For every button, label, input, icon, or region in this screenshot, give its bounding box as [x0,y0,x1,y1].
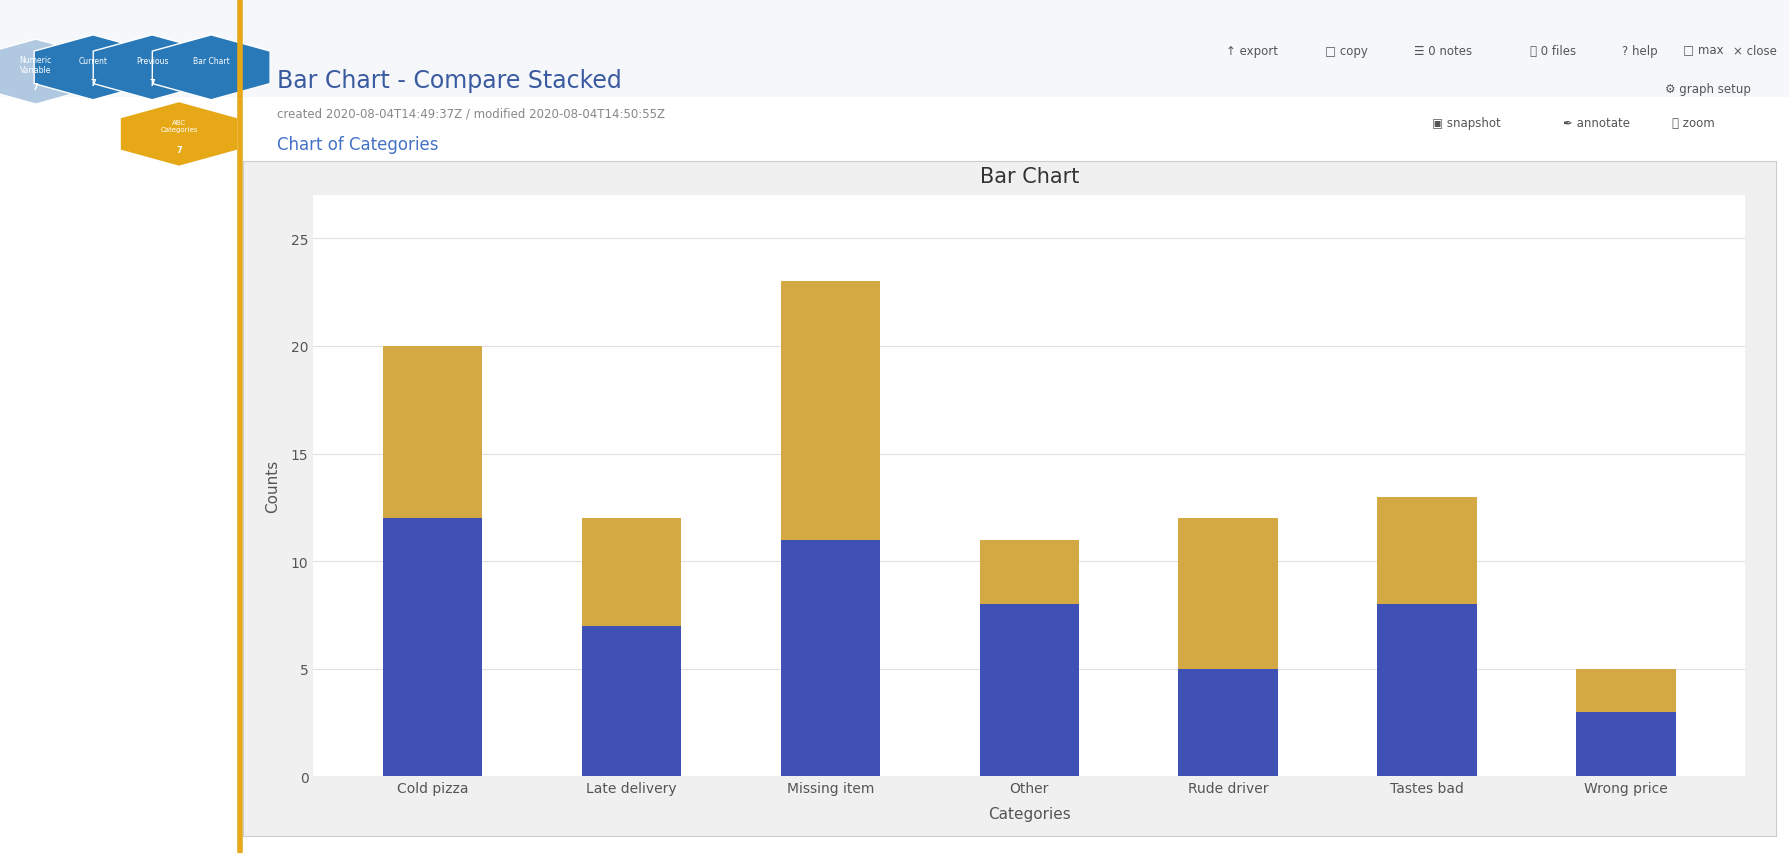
X-axis label: Categories: Categories [988,806,1070,821]
Text: 7: 7 [32,84,39,92]
Bar [383,519,481,776]
Bar [979,540,1079,605]
Text: × close: × close [1732,44,1776,58]
Text: 7: 7 [148,79,156,88]
Bar [1376,605,1476,776]
Bar [581,626,682,776]
Bar [581,519,682,626]
FancyBboxPatch shape [0,0,1789,98]
Text: Previous: Previous [136,57,168,66]
Text: Current: Current [79,57,107,66]
Text: Bar Chart - Compare Stacked: Bar Chart - Compare Stacked [277,69,623,93]
Text: □ max: □ max [1682,44,1723,58]
Text: ☰ 0 notes: ☰ 0 notes [1413,44,1471,58]
Text: ⚙ graph setup: ⚙ graph setup [1664,83,1750,96]
Bar [979,605,1079,776]
Text: Numeric
Variable: Numeric Variable [20,56,52,75]
Bar [1177,519,1277,669]
Text: Bar Chart: Bar Chart [193,57,229,66]
Text: 7: 7 [175,146,182,154]
Bar [780,282,880,540]
Y-axis label: Counts: Counts [265,460,279,513]
Bar [1576,711,1675,776]
Title: Bar Chart: Bar Chart [979,166,1079,186]
Text: Chart of Categories: Chart of Categories [277,136,438,154]
Text: □ copy: □ copy [1324,44,1367,58]
Text: created 2020-08-04T14:49:37Z / modified 2020-08-04T14:50:55Z: created 2020-08-04T14:49:37Z / modified … [277,107,666,120]
Text: ↑ export: ↑ export [1225,44,1277,58]
Bar [383,346,481,519]
Text: ABC
Categories: ABC Categories [161,119,197,133]
Bar [1177,669,1277,776]
Text: ? help: ? help [1621,44,1657,58]
Text: ⎘ 0 files: ⎘ 0 files [1530,44,1576,58]
Text: ✒ annotate: ✒ annotate [1562,117,1628,131]
Text: ⌕ zoom: ⌕ zoom [1671,117,1714,131]
Text: ▣ snapshot: ▣ snapshot [1431,117,1499,131]
Bar [1576,669,1675,711]
Text: 7: 7 [89,79,97,88]
Bar [1376,497,1476,605]
Bar [780,540,880,776]
